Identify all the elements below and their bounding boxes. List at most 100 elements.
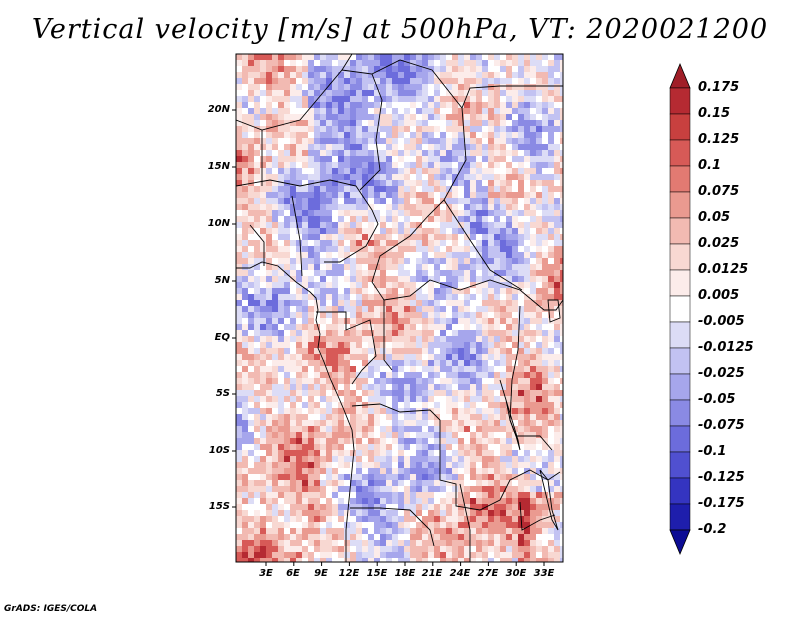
field-cell <box>518 342 525 349</box>
field-cell <box>494 534 501 541</box>
field-cell <box>518 324 525 331</box>
field-cell <box>332 414 339 421</box>
field-cell <box>536 72 543 79</box>
field-cell <box>422 252 429 259</box>
field-cell <box>554 504 561 511</box>
field-cell <box>530 390 537 397</box>
field-cell <box>530 510 537 517</box>
field-cell <box>470 402 477 409</box>
field-cell <box>416 474 423 481</box>
field-cell <box>254 552 261 559</box>
field-cell <box>242 504 249 511</box>
field-cell <box>332 348 339 355</box>
field-cell <box>548 180 555 187</box>
field-cell <box>242 462 249 469</box>
field-cell <box>524 546 531 553</box>
field-cell <box>248 156 255 163</box>
field-cell <box>458 378 465 385</box>
field-cell <box>482 216 489 223</box>
field-cell <box>524 216 531 223</box>
field-cell <box>554 264 561 271</box>
field-cell <box>542 540 549 547</box>
field-cell <box>242 168 249 175</box>
field-cell <box>542 186 549 193</box>
field-cell <box>512 192 519 199</box>
field-cell <box>380 372 387 379</box>
field-cell <box>434 294 441 301</box>
field-cell <box>554 90 561 97</box>
field-cell <box>506 198 513 205</box>
field-cell <box>248 246 255 253</box>
field-cell <box>302 192 309 199</box>
field-cell <box>404 534 411 541</box>
field-cell <box>332 552 339 559</box>
field-cell <box>290 270 297 277</box>
field-cell <box>518 468 525 475</box>
field-cell <box>266 246 273 253</box>
field-cell <box>482 78 489 85</box>
field-cell <box>548 462 555 469</box>
field-cell <box>542 552 549 559</box>
field-cell <box>344 96 351 103</box>
field-cell <box>446 372 453 379</box>
field-cell <box>398 138 405 145</box>
field-cell <box>380 534 387 541</box>
field-cell <box>356 210 363 217</box>
field-cell <box>314 366 321 373</box>
field-cell <box>356 318 363 325</box>
field-cell <box>296 282 303 289</box>
field-cell <box>290 366 297 373</box>
field-cell <box>314 486 321 493</box>
field-cell <box>236 408 243 415</box>
field-cell <box>332 456 339 463</box>
field-cell <box>452 450 459 457</box>
field-cell <box>512 510 519 517</box>
field-cell <box>320 390 327 397</box>
field-cell <box>506 270 513 277</box>
field-cell <box>344 438 351 445</box>
field-cell <box>338 234 345 241</box>
field-cell <box>428 438 435 445</box>
field-cell <box>536 156 543 163</box>
field-cell <box>518 138 525 145</box>
field-cell <box>392 528 399 535</box>
field-cell <box>254 306 261 313</box>
field-cell <box>266 72 273 79</box>
field-cell <box>320 528 327 535</box>
field-cell <box>236 198 243 205</box>
field-cell <box>428 126 435 133</box>
field-cell <box>242 498 249 505</box>
field-cell <box>542 84 549 91</box>
field-cell <box>398 348 405 355</box>
field-cell <box>410 264 417 271</box>
field-cell <box>248 330 255 337</box>
field-cell <box>428 96 435 103</box>
field-cell <box>560 378 563 385</box>
field-cell <box>380 168 387 175</box>
field-cell <box>518 186 525 193</box>
field-cell <box>470 450 477 457</box>
field-cell <box>332 516 339 523</box>
field-cell <box>374 378 381 385</box>
field-cell <box>290 414 297 421</box>
field-cell <box>242 516 249 523</box>
field-cell <box>260 78 267 85</box>
field-cell <box>476 486 483 493</box>
field-cell <box>416 162 423 169</box>
field-cell <box>236 276 243 283</box>
border-line <box>383 300 393 371</box>
field-cell <box>446 288 453 295</box>
field-cell <box>458 72 465 79</box>
field-cell <box>494 72 501 79</box>
field-cell <box>428 192 435 199</box>
field-cell <box>338 378 345 385</box>
field-cell <box>554 294 561 301</box>
field-cell <box>446 504 453 511</box>
field-cell <box>266 378 273 385</box>
field-cell <box>272 84 279 91</box>
field-cell <box>308 246 315 253</box>
field-cell <box>248 462 255 469</box>
field-cell <box>326 156 333 163</box>
field-cell <box>386 414 393 421</box>
field-cell <box>332 366 339 373</box>
